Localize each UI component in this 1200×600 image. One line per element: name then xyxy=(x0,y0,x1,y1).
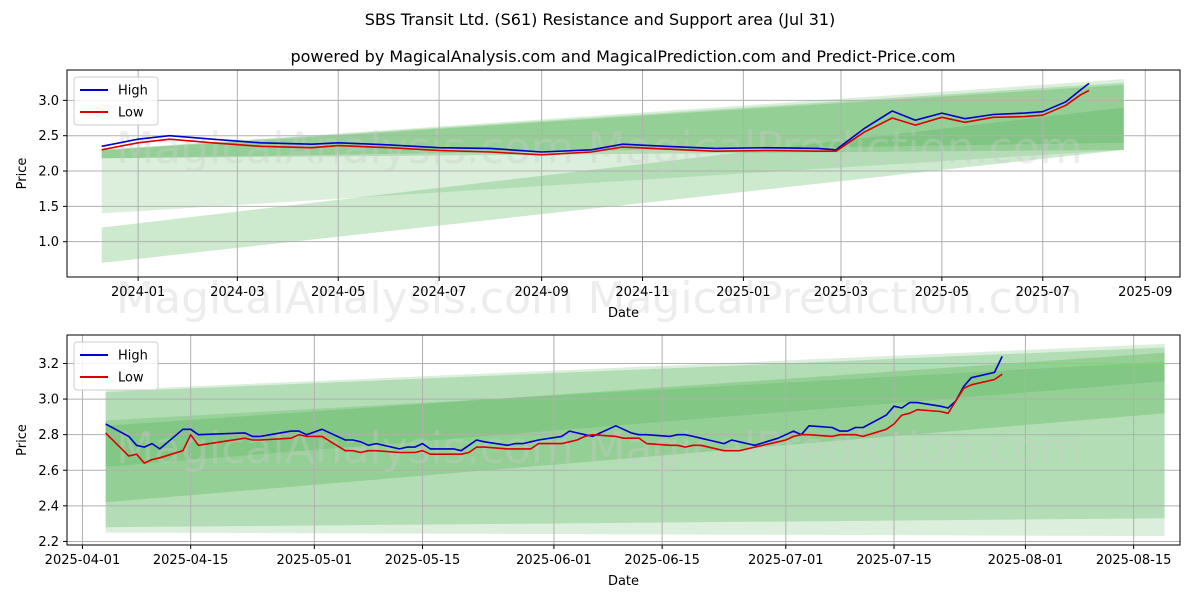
series-line-high xyxy=(105,356,1003,452)
watermark-text: MagicalAnalysis.com xyxy=(116,273,574,324)
y-tick-label: 2.4 xyxy=(38,499,59,514)
x-tick-label: 2025-04-01 xyxy=(45,553,121,568)
series-line-high xyxy=(101,82,1090,153)
y-axis-label: Price xyxy=(15,158,30,190)
y-tick-label: 2.5 xyxy=(38,129,59,144)
y-tick-label: 3.0 xyxy=(38,393,59,408)
x-tick-label: 2025-08-15 xyxy=(1096,553,1172,568)
support-resistance-band-0 xyxy=(105,343,1165,537)
bottom-chart-panel: MagicalAnalysis.com MagicalPrediction.com… xyxy=(15,334,1181,589)
x-tick-label: 2025-06-15 xyxy=(624,553,700,568)
x-tick-label: 2024-11 xyxy=(615,285,669,300)
x-tick-label: 2025-01 xyxy=(716,285,770,300)
plot-frame xyxy=(66,69,1181,278)
support-resistance-band-3 xyxy=(105,361,1165,467)
x-tick-label: 2024-09 xyxy=(514,285,568,300)
x-tick-label: 2025-04-15 xyxy=(153,553,229,568)
x-tick-label: 2024-03 xyxy=(210,285,264,300)
x-tick-label: 2025-07 xyxy=(1016,285,1070,300)
x-tick-label: 2025-03 xyxy=(814,285,868,300)
watermark-text: MagicalPrediction.com xyxy=(588,423,1083,474)
x-axis-label: Date xyxy=(608,574,639,589)
series-layer xyxy=(105,356,1003,464)
y-tick-label: 1.0 xyxy=(38,235,59,250)
x-tick-label: 2025-05-01 xyxy=(277,553,353,568)
legend-label-low: Low xyxy=(118,371,144,386)
x-tick-label: 2025-05 xyxy=(915,285,969,300)
x-tick-label: 2025-05-15 xyxy=(385,553,461,568)
series-line-low xyxy=(101,89,1090,156)
x-axis-label: Date xyxy=(608,306,639,321)
x-tick-label: 2025-07-15 xyxy=(856,553,932,568)
legend-label-high: High xyxy=(118,349,148,364)
chart-subtitle: powered by MagicalAnalysis.com and Magic… xyxy=(290,47,955,66)
x-tick-label: 2025-06-01 xyxy=(516,553,592,568)
band-layer xyxy=(105,343,1165,537)
legend-label-low: Low xyxy=(118,106,144,121)
support-resistance-band-2 xyxy=(101,107,1124,263)
x-tick-label: 2024-01 xyxy=(111,285,165,300)
support-resistance-band-2 xyxy=(105,352,1165,503)
y-tick-label: 3.2 xyxy=(38,357,59,372)
x-tick-label: 2024-07 xyxy=(412,285,466,300)
y-tick-label: 2.8 xyxy=(38,428,59,443)
y-tick-label: 3.0 xyxy=(38,94,59,109)
series-line-low xyxy=(105,373,1003,464)
top-chart-panel: MagicalAnalysis.com MagicalPrediction.com… xyxy=(15,69,1181,324)
x-tick-label: 2024-05 xyxy=(311,285,365,300)
plot-frame xyxy=(66,334,1181,546)
support-resistance-band-1 xyxy=(105,347,1165,528)
watermark-text: MagicalPrediction.com xyxy=(588,273,1083,324)
y-tick-label: 1.5 xyxy=(38,200,59,215)
support-resistance-band-1 xyxy=(101,82,1124,159)
y-tick-label: 2.6 xyxy=(38,464,59,479)
y-axis-label: Price xyxy=(15,424,30,456)
y-tick-label: 2.2 xyxy=(38,535,59,550)
x-tick-label: 2025-07-01 xyxy=(748,553,824,568)
series-layer xyxy=(101,82,1090,156)
legend-label-high: High xyxy=(118,84,148,99)
y-tick-label: 2.0 xyxy=(38,165,59,180)
watermark-text: MagicalAnalysis.com xyxy=(116,123,574,174)
x-tick-label: 2025-09 xyxy=(1118,285,1172,300)
x-tick-label: 2025-08-01 xyxy=(988,553,1064,568)
chart-title: SBS Transit Ltd. (S61) Resistance and Su… xyxy=(365,10,836,29)
support-resistance-band-3 xyxy=(101,84,1124,159)
